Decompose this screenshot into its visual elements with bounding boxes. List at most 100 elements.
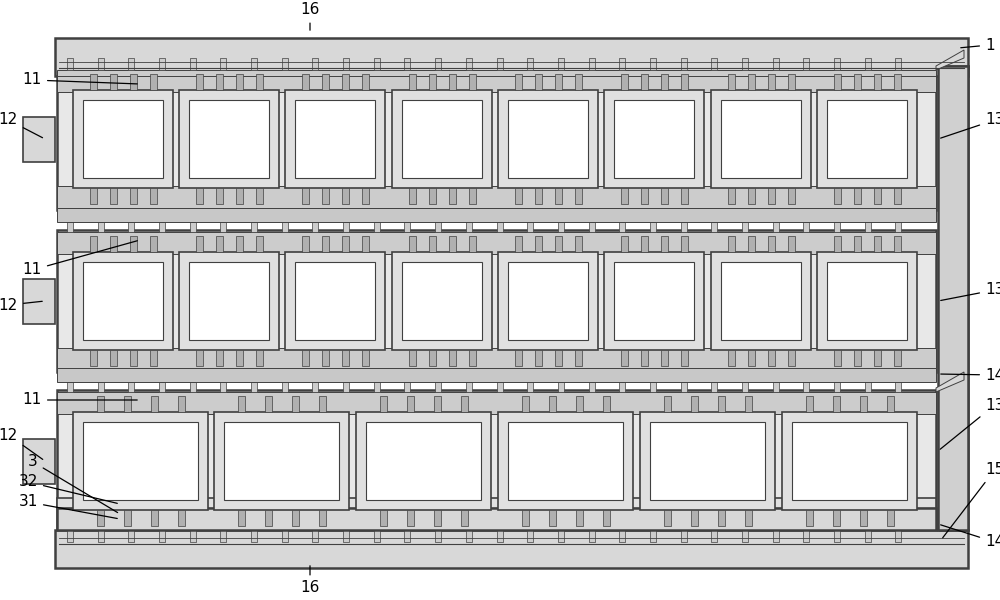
Bar — [514, 74, 522, 90]
Bar — [728, 74, 734, 90]
Bar — [728, 350, 734, 366]
Bar — [690, 396, 698, 412]
Bar — [57, 348, 936, 370]
Bar — [894, 236, 900, 252]
Bar — [834, 236, 840, 252]
Bar — [362, 236, 368, 252]
Bar — [865, 208, 871, 220]
Bar — [834, 220, 840, 232]
Bar — [742, 220, 748, 232]
Bar — [98, 58, 104, 70]
Bar — [404, 208, 410, 220]
Bar — [711, 208, 717, 220]
Bar — [73, 412, 208, 510]
Bar — [711, 58, 717, 70]
Bar — [98, 370, 104, 382]
Bar — [466, 380, 472, 392]
Bar — [404, 58, 410, 70]
Bar — [887, 396, 894, 412]
Bar — [650, 380, 656, 392]
Bar — [874, 74, 881, 90]
Bar — [57, 230, 936, 372]
Bar — [448, 236, 456, 252]
Bar — [514, 236, 522, 252]
Bar — [650, 58, 656, 70]
Bar — [57, 186, 936, 208]
Bar — [57, 208, 936, 222]
Bar — [782, 412, 917, 510]
Bar — [216, 74, 222, 90]
Bar — [343, 370, 349, 382]
Bar — [57, 508, 936, 530]
Bar — [803, 370, 809, 382]
Bar — [721, 262, 801, 340]
Bar — [768, 236, 774, 252]
Text: 12: 12 — [0, 113, 43, 138]
Bar — [295, 100, 375, 178]
Bar — [498, 412, 633, 510]
Bar — [788, 350, 794, 366]
Bar — [895, 380, 901, 392]
Bar — [574, 236, 582, 252]
Bar — [681, 220, 687, 232]
Bar — [887, 510, 894, 526]
Bar — [589, 380, 595, 392]
Text: 31: 31 — [19, 494, 117, 518]
Bar — [282, 220, 288, 232]
Bar — [374, 370, 380, 382]
Bar — [721, 100, 801, 178]
Bar — [251, 220, 257, 232]
Bar — [508, 422, 623, 500]
Bar — [773, 208, 779, 220]
Bar — [110, 74, 116, 90]
Bar — [773, 530, 779, 542]
Bar — [468, 74, 476, 90]
Bar — [57, 508, 936, 530]
Bar — [196, 350, 202, 366]
Bar — [466, 530, 472, 542]
Bar — [768, 350, 774, 366]
Bar — [834, 74, 840, 90]
Bar — [558, 220, 564, 232]
Bar — [865, 58, 871, 70]
Bar — [468, 350, 476, 366]
Bar — [680, 350, 688, 366]
Bar — [554, 188, 562, 204]
Bar — [57, 390, 936, 532]
Text: 14: 14 — [941, 525, 1000, 550]
Text: 13: 13 — [941, 283, 1000, 301]
Bar — [196, 236, 202, 252]
Bar — [860, 396, 866, 412]
Bar — [728, 236, 734, 252]
Bar — [67, 370, 73, 382]
Bar — [773, 370, 779, 382]
Bar — [124, 396, 130, 412]
Bar — [128, 380, 134, 392]
Bar — [282, 380, 288, 392]
Text: 1: 1 — [961, 37, 995, 52]
Bar — [435, 530, 441, 542]
Bar — [620, 350, 628, 366]
Bar — [508, 100, 588, 178]
Bar — [159, 220, 165, 232]
Bar — [57, 368, 936, 382]
Bar — [548, 396, 556, 412]
Bar — [282, 530, 288, 542]
Bar — [238, 510, 244, 526]
Bar — [574, 350, 582, 366]
Bar — [803, 208, 809, 220]
Bar — [251, 58, 257, 70]
Bar — [190, 530, 196, 542]
Bar — [224, 422, 339, 500]
Bar — [650, 220, 656, 232]
Bar — [817, 90, 917, 188]
Bar — [574, 74, 582, 90]
Bar — [460, 396, 468, 412]
Bar — [803, 530, 809, 542]
Bar — [834, 188, 840, 204]
Bar — [803, 220, 809, 232]
Text: 32: 32 — [19, 475, 117, 503]
Bar — [748, 350, 755, 366]
Bar — [448, 74, 456, 90]
Bar — [292, 510, 298, 526]
